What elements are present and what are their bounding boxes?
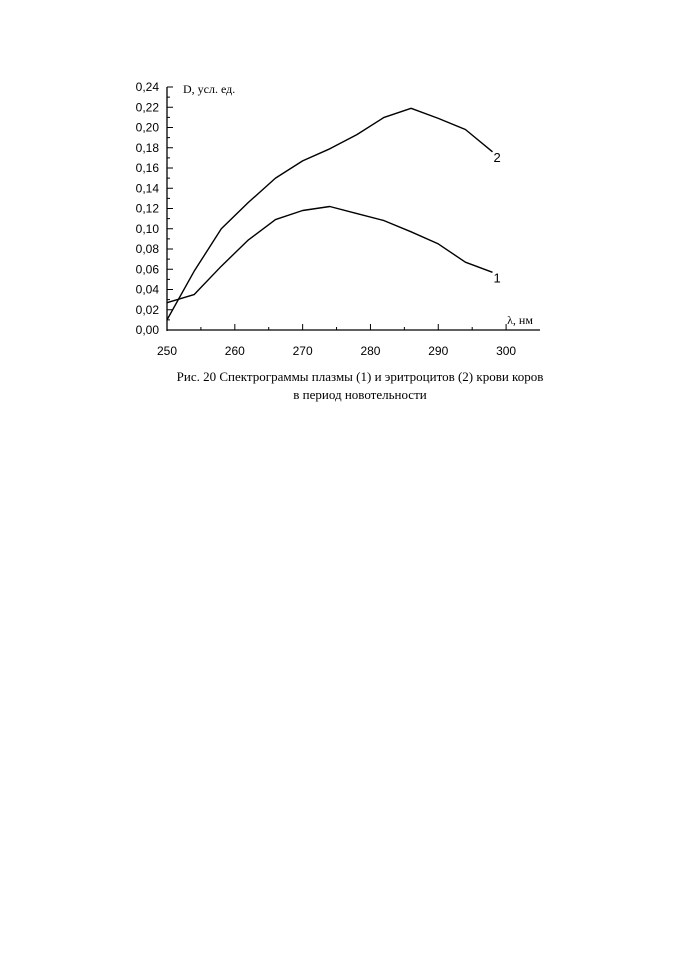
series-line-2: [166, 107, 493, 321]
x-tick-label: 250: [157, 344, 177, 358]
y-axis-title: D, усл. ед.: [183, 82, 235, 96]
y-tick-label: 0,24: [136, 80, 160, 94]
y-tick-label: 0,06: [136, 262, 160, 276]
figure-caption-line-2: в период новотельности: [293, 387, 427, 402]
y-tick-label: 0,10: [136, 222, 160, 236]
y-tick-label: 0,16: [136, 161, 160, 175]
y-tick-label: 0,14: [136, 181, 160, 195]
y-tick-label: 0,20: [136, 121, 160, 135]
x-axis-title: λ, нм: [507, 313, 533, 327]
series-line-1: [166, 205, 493, 304]
x-tick-label: 260: [225, 344, 245, 358]
chart-axes: [166, 87, 540, 331]
y-tick-label: 0,00: [136, 323, 160, 337]
y-tick-label: 0,18: [136, 141, 160, 155]
y-tick-label: 0,12: [136, 202, 160, 216]
y-tick-label: 0,22: [136, 100, 160, 114]
x-tick-label: 300: [496, 344, 516, 358]
series-label-1: 1: [494, 270, 501, 285]
chart-series: 12: [166, 107, 501, 321]
x-tick-label: 270: [293, 344, 313, 358]
y-tick-label: 0,04: [136, 283, 160, 297]
x-tick-label: 290: [428, 344, 448, 358]
y-tick-label: 0,08: [136, 242, 160, 256]
x-tick-label: 280: [360, 344, 380, 358]
chart-ticks: 0,00 0,02 0,04 0,06 0,08 0,10 0,12 0,14 0,16 0,18…: [136, 80, 517, 358]
series-label-2: 2: [494, 150, 501, 165]
y-tick-label: 0,02: [136, 303, 160, 317]
figure-caption-line-1: Рис. 20 Спектрограммы плазмы (1) и эритр…: [176, 369, 544, 384]
